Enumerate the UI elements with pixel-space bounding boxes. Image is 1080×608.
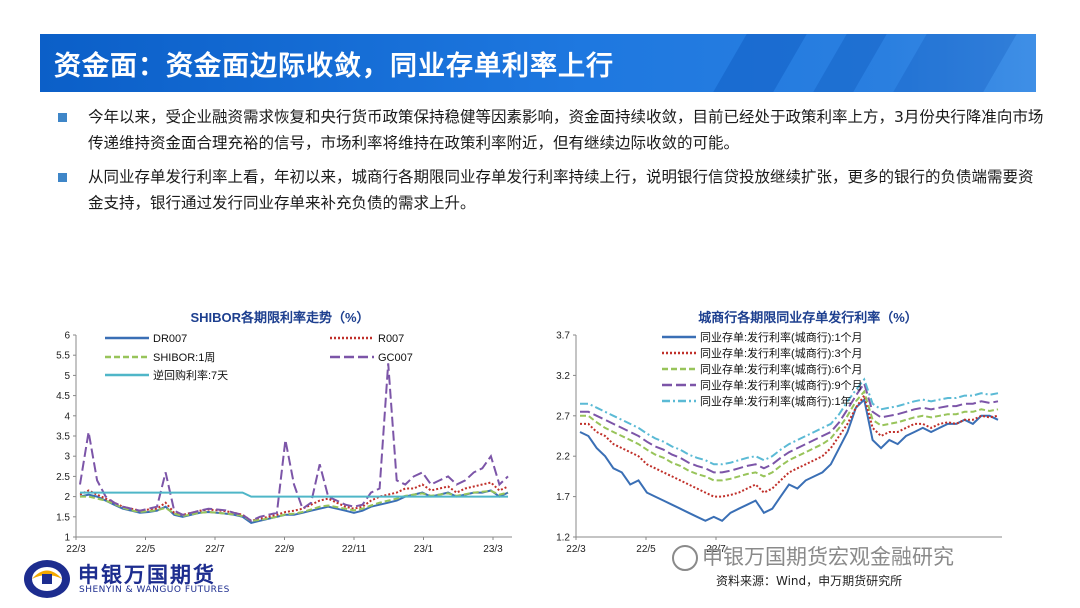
series-line — [579, 397, 999, 523]
bullet-list: 今年以来，受企业融资需求恢复和央行货币政策保持稳健等因素影响，资金面持续收敛，目… — [58, 104, 1048, 224]
y-tick-label: 1.2 — [556, 533, 570, 544]
y-tick-label: 1.5 — [56, 512, 70, 523]
legend-label: 同业存单:发行利率(城商行):1年 — [700, 394, 852, 408]
series-line — [79, 481, 509, 522]
series-line — [79, 363, 509, 522]
x-tick-label: 22/5 — [636, 544, 656, 555]
y-tick-label: 5.5 — [56, 351, 70, 362]
y-tick-label: 3 — [64, 452, 70, 463]
title-bar-stripe — [893, 34, 1017, 92]
bullet-item: 从同业存单发行利率上看，年初以来，城商行各期限同业存单发行利率持续上行，说明银行… — [58, 164, 1048, 216]
chart-title: 城商行各期限同业存单发行利率（%） — [698, 310, 918, 325]
chart-title: SHIBOR各期限利率走势（%） — [190, 310, 369, 325]
company-logo: 申银万国期货 SHENYIN & WANGUO FUTURES — [22, 557, 242, 601]
series-line — [580, 393, 999, 498]
y-tick-label: 2 — [64, 492, 70, 503]
ncd-rate-chart-svg: 城商行各期限同业存单发行利率（%） 1.2 1.7 2.2 2.7 3.2 3.7 22/3 2… — [556, 310, 1002, 555]
wechat-icon — [672, 545, 698, 571]
y-tick-label: 2.2 — [556, 452, 570, 463]
x-tick-label: 22/5 — [136, 544, 156, 555]
ncd-rate-chart: 城商行各期限同业存单发行利率（%） 1.2 1.7 2.2 2.7 3.2 3.7 22/3 2… — [538, 300, 1028, 564]
series-line — [580, 381, 999, 474]
title-bar-stripe — [713, 34, 807, 92]
y-tick-label: 3.7 — [556, 331, 570, 342]
page-title: 资金面：资金面边际收敛，同业存单利率上行 — [54, 51, 614, 82]
x-tick-label: 23/1 — [414, 544, 434, 555]
watermark-text: 申银万国期货宏观金融研究 — [702, 545, 954, 569]
x-tick-label: 22/7 — [205, 544, 225, 555]
legend-label: 同业存单:发行利率(城商行):3个月 — [700, 346, 863, 360]
logo-text-cn: 申银万国期货 — [78, 563, 216, 587]
y-tick-label: 3.2 — [556, 371, 570, 382]
y-tick-label: 3.5 — [56, 432, 70, 443]
y-tick-label: 5 — [64, 371, 70, 382]
bullet-item: 今年以来，受企业融资需求恢复和央行货币政策保持稳健等因素影响，资金面持续收敛，目… — [58, 104, 1048, 156]
y-tick-label: 2.7 — [556, 411, 570, 422]
y-tick-label: 2.5 — [56, 472, 70, 483]
legend-label: 同业存单:发行利率(城商行):1个月 — [700, 330, 863, 344]
series-line — [580, 389, 999, 482]
source-note: 资料来源：Wind，申万期货研究所 — [716, 574, 903, 588]
watermark: 申银万国期货宏观金融研究 — [672, 541, 954, 571]
bullet-text: 今年以来，受企业融资需求恢复和央行货币政策保持稳健等因素影响，资金面持续收敛，目… — [88, 108, 1044, 152]
x-tick-label: 22/9 — [275, 544, 295, 555]
legend-label: 同业存单:发行利率(城商行):6个月 — [700, 362, 863, 376]
legend-label: 逆回购利率:7天 — [153, 368, 228, 382]
series-line — [79, 489, 509, 524]
legend-label: 同业存单:发行利率(城商行):9个月 — [700, 378, 863, 392]
logo-mark-icon — [24, 560, 70, 598]
series-line — [80, 491, 508, 498]
x-tick-label: 23/3 — [483, 544, 503, 555]
legend-label: R007 — [378, 333, 404, 345]
x-tick-label: 22/3 — [566, 544, 586, 555]
legend-label: GC007 — [378, 352, 413, 364]
legend-label: DR007 — [153, 333, 187, 345]
x-tick-label: 22/11 — [342, 544, 367, 555]
y-tick-label: 4.5 — [56, 391, 70, 402]
y-tick-label: 6 — [64, 331, 70, 342]
x-tick-label: 22/7 — [706, 544, 726, 555]
shibor-chart: SHIBOR各期限利率走势（%） 1 1.5 2 2.5 3 3.5 4 4.5 5 5.5 6 22/… — [40, 300, 530, 564]
y-tick-label: 4 — [64, 411, 70, 422]
bullet-text: 从同业存单发行利率上看，年初以来，城商行各期限同业存单发行利率持续上行，说明银行… — [88, 168, 1034, 212]
y-tick-label: 1.7 — [556, 492, 570, 503]
series-line — [580, 377, 999, 466]
bullet-marker — [58, 173, 67, 182]
legend-label: SHIBOR:1周 — [153, 351, 215, 364]
title-bar: 资金面：资金面边际收敛，同业存单利率上行 — [40, 34, 1036, 92]
x-tick-label: 22/3 — [66, 544, 86, 555]
y-tick-label: 1 — [64, 533, 70, 544]
shibor-chart-svg: SHIBOR各期限利率走势（%） 1 1.5 2 2.5 3 3.5 4 4.5 5 5.5 6 22/… — [56, 310, 512, 555]
bullet-marker — [58, 113, 67, 122]
series-line — [80, 489, 509, 522]
logo-text-en: SHENYIN & WANGUO FUTURES — [79, 585, 230, 595]
title-bar-stripe — [813, 34, 887, 92]
